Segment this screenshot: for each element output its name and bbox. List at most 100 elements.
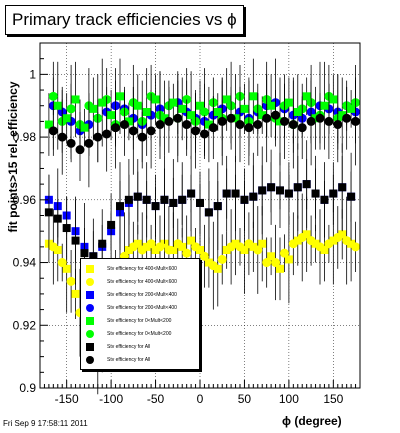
data-point bbox=[231, 239, 240, 248]
data-point bbox=[146, 126, 156, 136]
legend-entry: Stv efficiency for 0<Mult<200 bbox=[81, 328, 171, 340]
data-point bbox=[62, 224, 71, 233]
data-point bbox=[44, 120, 53, 129]
data-point bbox=[244, 123, 254, 133]
legend-marker bbox=[81, 317, 99, 325]
data-point bbox=[338, 183, 347, 192]
data-point bbox=[320, 195, 329, 204]
legend-marker bbox=[81, 330, 99, 338]
x-tick-label: -150 bbox=[55, 392, 79, 406]
data-point bbox=[57, 258, 67, 268]
data-point bbox=[315, 113, 325, 123]
data-point bbox=[155, 120, 165, 130]
data-point bbox=[276, 264, 284, 273]
data-point bbox=[271, 110, 281, 120]
data-point bbox=[222, 246, 231, 254]
data-point bbox=[329, 189, 338, 198]
data-point bbox=[71, 289, 80, 298]
timestamp-footer: Fri Sep 9 17:58:11 2011 bbox=[3, 419, 88, 428]
data-point bbox=[293, 236, 302, 245]
data-point bbox=[333, 232, 343, 242]
legend-entry: Stv efficiency for 200<Mult<400 bbox=[81, 302, 177, 314]
data-point bbox=[169, 98, 178, 107]
data-point bbox=[311, 239, 320, 248]
data-point bbox=[178, 195, 187, 204]
data-point bbox=[151, 95, 160, 104]
data-point bbox=[271, 258, 281, 268]
data-point bbox=[217, 116, 227, 126]
legend-entry: Stv efficiency for 400<Mult<600 bbox=[81, 263, 177, 275]
data-point bbox=[196, 198, 204, 207]
legend-marker bbox=[81, 343, 99, 351]
data-point bbox=[48, 242, 58, 252]
data-point bbox=[178, 242, 187, 251]
data-point bbox=[199, 129, 209, 139]
x-tick-label: 50 bbox=[238, 392, 252, 406]
y-axis-label: fit points>15 rel. efficiency bbox=[6, 81, 20, 233]
data-point bbox=[116, 92, 124, 101]
series-7 bbox=[48, 74, 361, 188]
series-4 bbox=[44, 58, 356, 166]
data-point bbox=[71, 95, 80, 104]
data-point bbox=[311, 189, 320, 198]
data-point bbox=[204, 208, 213, 217]
data-point bbox=[288, 120, 298, 130]
data-point bbox=[320, 246, 329, 254]
data-point bbox=[191, 242, 201, 252]
data-point bbox=[142, 108, 151, 116]
data-point bbox=[53, 246, 62, 254]
data-point bbox=[347, 239, 356, 248]
data-point bbox=[204, 120, 213, 129]
data-point bbox=[53, 214, 62, 223]
data-point bbox=[98, 239, 107, 248]
legend: Stv efficiency for 400<Mult<600 Stv effic… bbox=[80, 258, 200, 370]
data-point bbox=[80, 123, 89, 132]
data-point bbox=[244, 239, 254, 249]
data-point bbox=[151, 246, 160, 254]
axes: -150 -100 -50 0 50 100 150 0.9 0.92 0.94 0.96 0.98 1 bbox=[13, 42, 357, 406]
data-point bbox=[182, 120, 192, 130]
data-point bbox=[89, 104, 98, 113]
data-point bbox=[235, 120, 245, 130]
y-tick-label: 0.94 bbox=[13, 256, 37, 270]
y-tick-label: 0.96 bbox=[13, 193, 37, 207]
data-point bbox=[329, 236, 338, 245]
y-tick-label: 0.92 bbox=[13, 318, 37, 332]
data-point bbox=[124, 117, 133, 126]
x-tick-label: -50 bbox=[147, 392, 165, 406]
legend-marker bbox=[81, 291, 99, 299]
y-tick-label: 0.98 bbox=[13, 130, 37, 144]
data-markers bbox=[44, 58, 361, 395]
data-point bbox=[178, 104, 187, 113]
chart-title: Primary track efficiencies vs ϕ bbox=[5, 5, 244, 35]
data-point bbox=[173, 113, 183, 123]
data-point bbox=[128, 126, 138, 136]
data-point bbox=[199, 107, 209, 117]
data-point bbox=[240, 246, 249, 254]
legend-marker bbox=[81, 278, 99, 286]
data-point bbox=[258, 111, 267, 120]
data-point bbox=[324, 239, 334, 249]
data-point bbox=[324, 116, 334, 126]
data-point bbox=[66, 104, 76, 114]
legend-entry: Stv efficiency for 200<Mult<400 bbox=[81, 289, 177, 301]
data-point bbox=[279, 248, 289, 258]
data-point bbox=[133, 101, 142, 110]
data-point bbox=[338, 230, 347, 239]
data-point bbox=[44, 208, 53, 217]
data-point bbox=[262, 113, 272, 123]
data-point bbox=[306, 116, 316, 126]
data-point bbox=[284, 189, 293, 198]
x-tick-label: -100 bbox=[99, 392, 123, 406]
data-point bbox=[160, 195, 169, 204]
data-point bbox=[213, 202, 222, 211]
x-tick-label: 150 bbox=[323, 392, 343, 406]
data-point bbox=[111, 123, 121, 133]
data-point bbox=[226, 113, 236, 123]
legend-entry: Stv efficiency for All bbox=[81, 354, 150, 366]
legend-marker bbox=[81, 304, 99, 312]
data-point bbox=[240, 195, 249, 204]
data-point bbox=[347, 104, 356, 113]
data-point bbox=[142, 242, 151, 251]
